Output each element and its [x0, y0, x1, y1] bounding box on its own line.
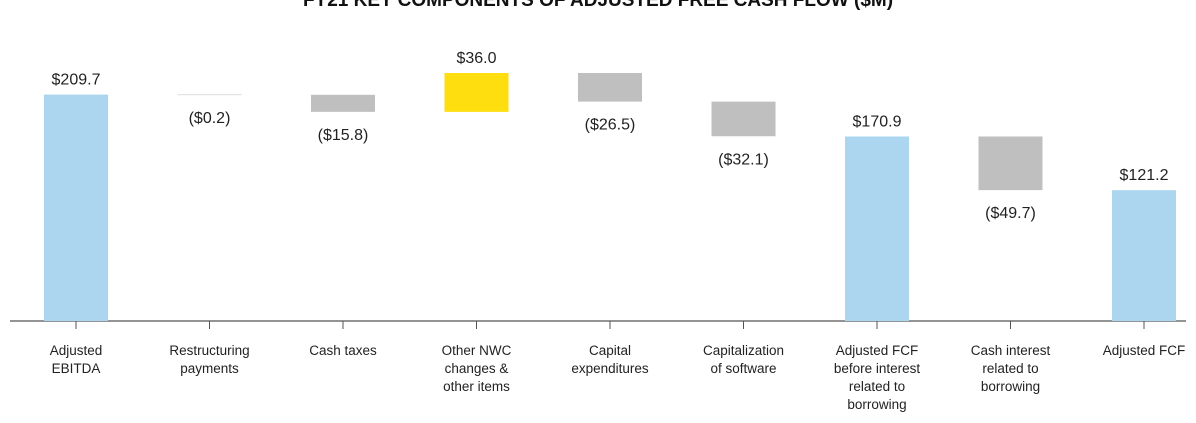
bar	[44, 94, 108, 321]
value-label: ($0.2)	[189, 110, 231, 127]
bar	[578, 73, 642, 102]
value-label: $36.0	[456, 50, 496, 67]
x-tick-label: Adjusted FCF	[1103, 343, 1186, 358]
x-tick-label: Cash taxes	[309, 343, 377, 358]
bar	[978, 136, 1043, 191]
value-label: $121.2	[1120, 167, 1169, 184]
bar	[845, 136, 909, 321]
bar	[1112, 190, 1176, 321]
x-tick-label: Other NWC changes & other items	[442, 343, 512, 394]
x-tick-label: Adjusted EBITDA	[50, 343, 103, 376]
bar	[311, 94, 375, 112]
bar	[444, 73, 509, 112]
x-tick-label: Capital expenditures	[571, 343, 649, 376]
value-label: ($15.8)	[318, 127, 369, 144]
bar	[711, 101, 776, 137]
value-label: ($26.5)	[585, 117, 636, 134]
x-tick-label: Restructuring payments	[169, 343, 249, 376]
value-label: ($32.1)	[718, 151, 769, 168]
bar	[177, 94, 242, 96]
value-label: $209.7	[52, 72, 101, 89]
x-tick-label: Cash interest related to borrowing	[971, 343, 1051, 394]
value-label: ($49.7)	[985, 205, 1036, 222]
value-label: $170.9	[853, 113, 902, 130]
x-tick-label: Adjusted FCF before interest related to bor…	[834, 343, 921, 412]
x-tick-label: Capitalization of software	[703, 343, 784, 376]
chart-title: FY21 KEY COMPONENTS OF ADJUSTED FREE CAS…	[303, 0, 893, 11]
